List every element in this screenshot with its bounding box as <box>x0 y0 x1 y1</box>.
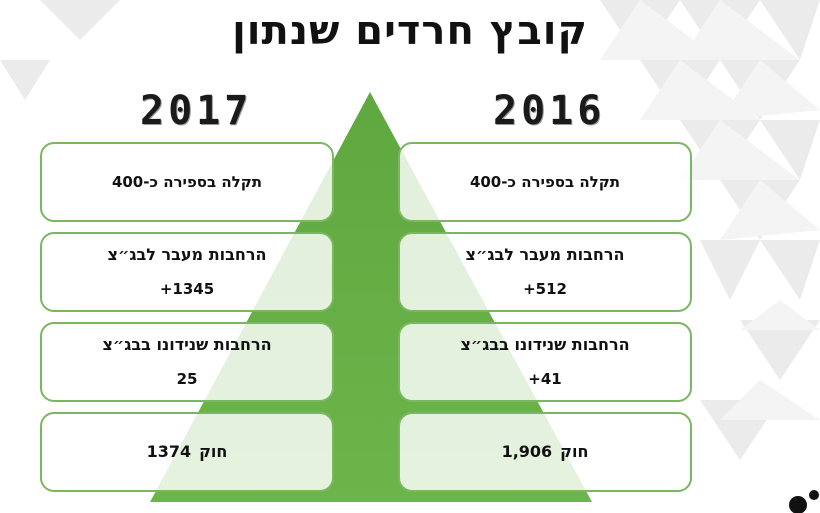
stat-box-2016-recount: תקלה בספירה כ-400 <box>398 142 692 222</box>
stat-label: חוק <box>560 442 589 461</box>
stat-box-2016-law: חוק 1,906 <box>398 412 692 492</box>
year-label-left: 2017 <box>140 88 253 134</box>
stat-value: +512 <box>523 280 567 298</box>
stat-value: 1374 <box>146 442 192 461</box>
stat-label: הרחבות שנידונו בבג״צ <box>460 335 630 354</box>
stat-box-2016-expansions-beyond: הרחבות מעבר לבג״צ +512 <box>398 232 692 312</box>
stat-value: +1345 <box>159 280 215 298</box>
stat-label: הרחבות מעבר לבג״צ <box>465 245 625 264</box>
stat-label: תקלה בספירה כ-400 <box>111 173 263 191</box>
stat-value: 1,906 <box>501 442 553 461</box>
stat-value: +41 <box>528 370 562 388</box>
stat-label: חוק <box>199 442 228 461</box>
stat-label: תקלה בספירה כ-400 <box>469 173 621 191</box>
corner-logo-dots <box>789 490 819 513</box>
stat-box-2017-recount: תקלה בספירה כ-400 <box>40 142 334 222</box>
stat-label: הרחבות שנידונו בבג״צ <box>102 335 272 354</box>
stat-box-2017-expansions-beyond: הרחבות מעבר לבג״צ +1345 <box>40 232 334 312</box>
stat-box-2017-expansions-discussed: הרחבות שנידונו בבג״צ 25 <box>40 322 334 402</box>
page-title: קובץ חרדים שנתון <box>232 8 588 54</box>
stat-label: הרחבות מעבר לבג״צ <box>107 245 267 264</box>
year-label-right: 2016 <box>493 88 606 134</box>
stat-box-2017-law: חוק 1374 <box>40 412 334 492</box>
stat-box-2016-expansions-discussed: הרחבות שנידונו בבג״צ +41 <box>398 322 692 402</box>
stat-value: 25 <box>176 370 198 388</box>
